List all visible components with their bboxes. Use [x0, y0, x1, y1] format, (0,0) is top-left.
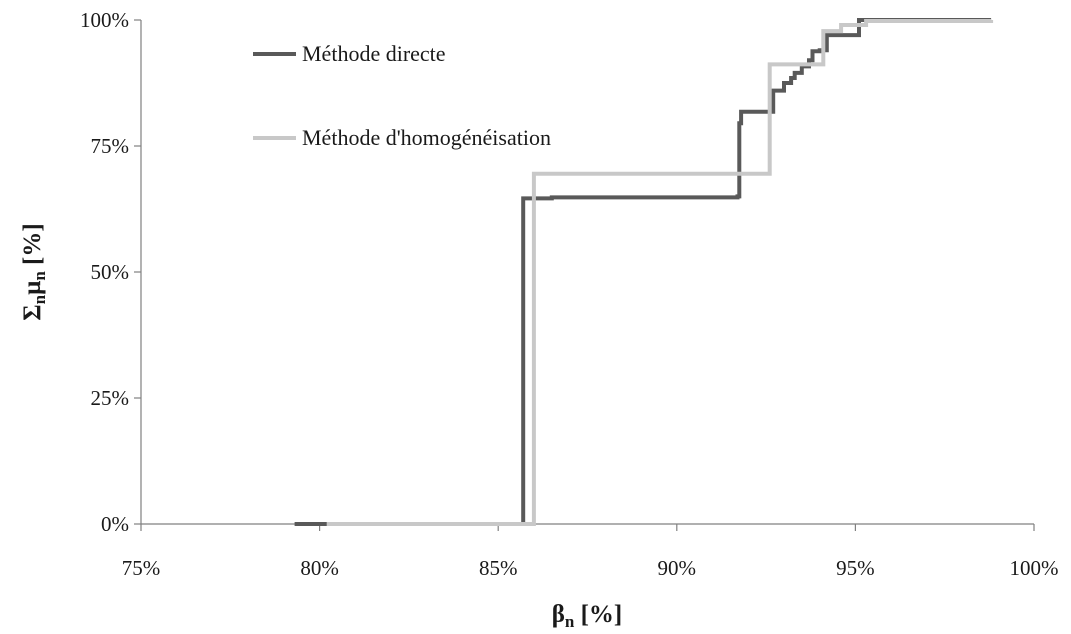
legend-label: Méthode directe [302, 41, 446, 66]
series-line-directe [294, 18, 992, 526]
x-tick-label: 75% [122, 556, 161, 580]
y-tick-label: 25% [91, 386, 130, 410]
x-tick-label: 85% [479, 556, 518, 580]
y-tick-label: 50% [91, 260, 130, 284]
legend-label: Méthode d'homogénéisation [302, 125, 551, 150]
x-tick-label: 100% [1010, 556, 1059, 580]
y-tick-label: 75% [91, 134, 130, 158]
y-tick-label: 100% [80, 8, 129, 32]
x-tick-label: 90% [658, 556, 697, 580]
y-axis-title: Σnμn [%] [19, 223, 49, 320]
y-tick-label: 0% [101, 512, 129, 536]
axes: 0% 25% 50% 75% 100% 75% 80% 85% 90% 95% 100% [80, 8, 1059, 580]
x-axis-title: βn [%] [552, 601, 623, 631]
series-layer [294, 18, 994, 526]
x-tick-label: 95% [836, 556, 875, 580]
axis-titles: βn [%] Σnμn [%] [19, 223, 622, 631]
legend: Méthode directe Méthode d'homogénéisation [253, 41, 551, 150]
x-tick-label: 80% [300, 556, 339, 580]
series-line-homogeneisation [326, 19, 994, 526]
